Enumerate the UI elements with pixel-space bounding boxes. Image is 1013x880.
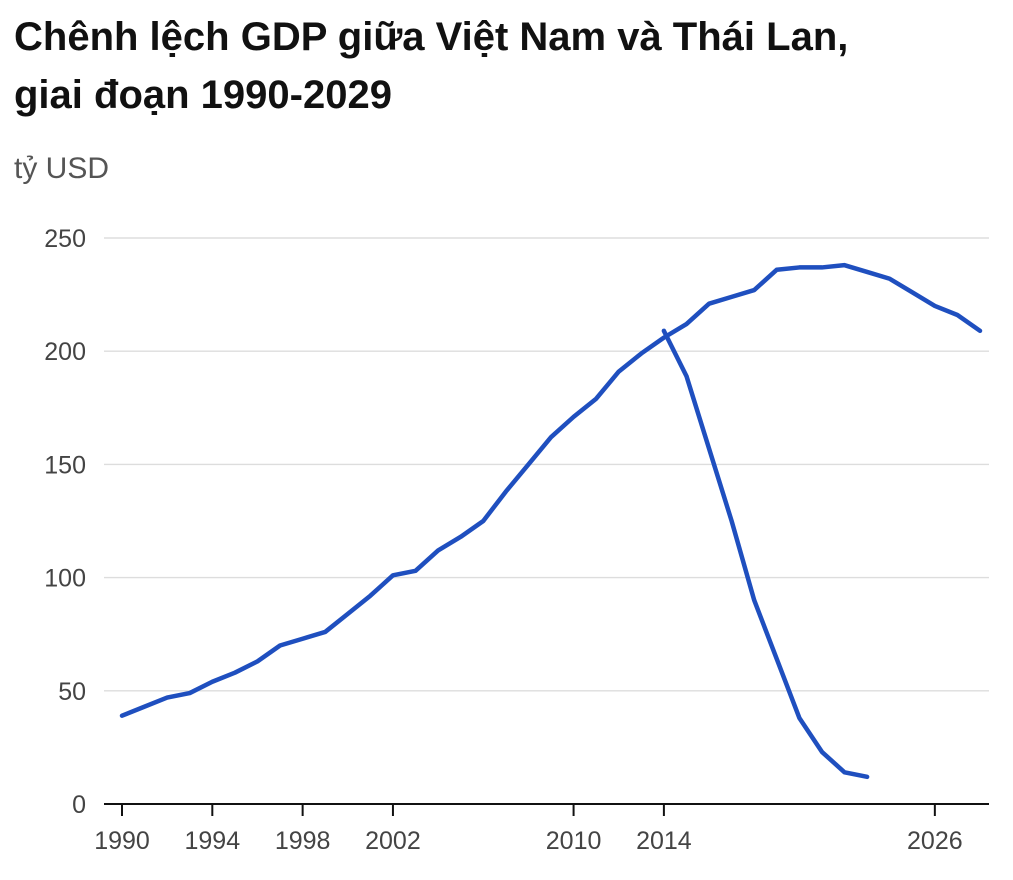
x-tick-label-1990: 1990 <box>94 827 150 855</box>
y-tick-label-200: 200 <box>44 338 86 366</box>
y-tick-label-0: 0 <box>72 791 86 819</box>
y-tick-label-250: 250 <box>44 225 86 253</box>
y-tick-label-50: 50 <box>58 678 86 706</box>
x-tick-label-2014: 2014 <box>636 827 692 855</box>
tick-labels: 0 50 100 150 200 250 1990 1994 1998 2002 2010 2014 2… <box>44 225 962 855</box>
chart-title: Chênh lệch GDP giữa Việt Nam và Thái Lan… <box>14 8 994 124</box>
series-line-1 <box>119 262 983 718</box>
x-tick-label-2026: 2026 <box>907 827 963 855</box>
y-tick-label-150: 150 <box>44 451 86 479</box>
axis-layer <box>104 803 989 816</box>
x-tick-label-2002: 2002 <box>365 827 421 855</box>
x-tick-label-1998: 1998 <box>275 827 331 855</box>
x-tick-label-1994: 1994 <box>185 827 241 855</box>
chart-title-line-1: Chênh lệch GDP giữa Việt Nam và Thái Lan… <box>14 15 849 59</box>
series-layer <box>119 262 983 780</box>
y-tick-label-100: 100 <box>44 565 86 593</box>
series-line-2 <box>661 328 870 780</box>
grid-lines <box>104 237 989 692</box>
chart-title-line-2: giai đoạn 1990-2029 <box>14 73 392 117</box>
x-tick-label-2010: 2010 <box>546 827 602 855</box>
y-axis-unit-label: tỷ USD <box>14 152 110 185</box>
